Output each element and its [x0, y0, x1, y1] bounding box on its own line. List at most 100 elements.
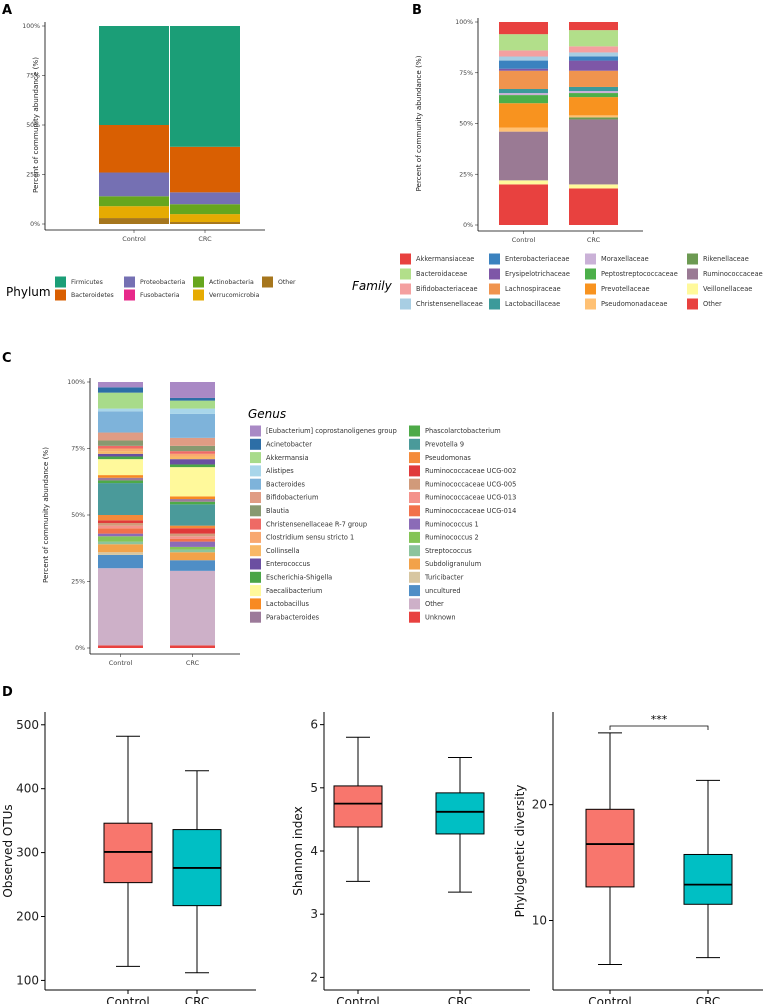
legend-label: Moraxellaceae: [601, 255, 649, 263]
legend-swatch-bifidobacterium: [250, 492, 261, 503]
legend-label: Lactobacillus: [266, 600, 309, 608]
bar-segment-proteobacteria: [170, 192, 240, 205]
legend-swatch-subdoligranulum: [409, 558, 420, 570]
legend-swatch-ruminococcaceae-ucg-002: [409, 465, 420, 477]
legend-label: Clostridium sensu stricto 1: [266, 534, 354, 542]
bar-segment-uncultured: [170, 560, 215, 571]
x-tick-label: CRC: [448, 995, 473, 1004]
legend-label: Subdoligranulum: [425, 560, 481, 568]
legend-label: Erysipelotrichaceae: [505, 270, 570, 278]
bar-segment-collinsella: [98, 451, 143, 454]
significance-bracket: [609, 725, 709, 730]
legend-label: Veillonellaceae: [703, 285, 752, 293]
family-stacked-bar-chart: 0% 25% 50% 75% 100% Percent of community abun…: [352, 18, 763, 310]
bar-segment-pseudomonas: [170, 525, 215, 529]
legend-label: Akkermansiaceae: [416, 255, 474, 263]
legend-label: Bifidobacterium: [266, 494, 318, 502]
bar-segment-parabacteroides: [170, 499, 215, 502]
y-tick-label: 200: [16, 910, 39, 924]
bar-segment-christensenellaceae: [499, 56, 548, 61]
legend-label: Enterobacteriaceae: [505, 255, 569, 263]
legend-label: Ruminococcus 2: [425, 534, 479, 542]
legend-swatch-enterococcus: [250, 558, 261, 570]
bar-segment-turicibacter: [98, 552, 143, 555]
bar-segment-collinsella: [170, 456, 215, 460]
legend-swatch-bacteroidetes: [55, 289, 66, 301]
legend-swatch-ruminococcaceae: [687, 268, 698, 280]
legend-swatch-firmicutes: [55, 276, 66, 288]
y-tick-label: 100: [16, 973, 39, 987]
y-tick-label: 3: [310, 907, 318, 921]
x-tick-label: CRC: [198, 235, 212, 243]
bar-segment-christensenellaceae-r-7-group: [98, 445, 143, 449]
bar-segment-parabacteroides: [98, 477, 143, 481]
iqr-box: [585, 808, 635, 888]
bar-segment-ruminococcus-2: [98, 536, 143, 542]
bar-segment-bacteroides: [170, 413, 215, 438]
bar-segment-other: [99, 218, 169, 224]
bar-segment-prevotella-9: [98, 483, 143, 515]
x-tick-label: Control: [336, 995, 379, 1004]
legend-label: Actinobacteria: [209, 279, 254, 286]
observed-otus-boxplot: 100 200 300 400 500 Observed OTUs Control CRC: [1, 712, 256, 1004]
bar-segment-prevotellaceae: [499, 103, 548, 128]
y-axis-title: Percent of community abundance (%): [41, 447, 50, 583]
y-tick-label: 400: [16, 782, 39, 796]
bar-segment-lachnospiraceae: [499, 70, 548, 89]
legend-label: Other: [703, 300, 722, 308]
bar-segment-veillonellaceae: [569, 184, 618, 189]
bar-segment-ruminococcaceae: [499, 131, 548, 181]
panel-label-c: C: [2, 351, 12, 366]
legend-label: Lactobacillaceae: [505, 300, 560, 308]
legend-swatch-uncultured: [409, 585, 420, 597]
bar-segment-bacteroidetes: [99, 125, 169, 173]
y-tick-label: 25%: [26, 172, 40, 179]
y-tick-label: 6: [310, 718, 318, 732]
legend-label: Bifidobacteriaceae: [416, 285, 478, 293]
legend-label: Parabacteroides: [266, 613, 320, 621]
bar-segment-acinetobacter: [170, 397, 215, 401]
y-axis-title: Observed OTUs: [1, 804, 15, 897]
y-tick-label: 10: [532, 914, 547, 928]
legend-swatch-other: [262, 276, 273, 288]
legend-label: Fusobacteria: [140, 292, 180, 299]
bar-segment-streptococcus: [98, 541, 143, 545]
y-tick-label: 0%: [463, 222, 473, 229]
legend-swatch-ruminococcus-1: [409, 518, 420, 530]
x-tick-label: CRC: [587, 236, 601, 244]
legend-swatch-christensenellaceae-r-7-group: [250, 518, 261, 530]
x-tick-label: Control: [512, 236, 536, 244]
bar-segment-ruminococcus-1: [170, 541, 215, 547]
y-tick-label: 100%: [67, 379, 85, 386]
x-tick-label: CRC: [186, 659, 200, 667]
bar-segment-firmicutes: [99, 26, 169, 125]
x-tick-label: CRC: [696, 995, 721, 1004]
panel-label-b: B: [412, 3, 422, 18]
legend-label: Peptostreptococcaceae: [601, 270, 678, 278]
bar-segment-enterococcus: [98, 453, 143, 457]
bar-segment-erysipelotrichaceae: [569, 60, 618, 71]
legend-label: Other: [278, 279, 296, 286]
bar-segment-veillonellaceae: [499, 180, 548, 185]
legend-swatch-ruminococcaceae-ucg-005: [409, 478, 420, 490]
legend-swatch-moraxellaceae: [585, 253, 596, 265]
legend-label: Firmicutes: [71, 279, 103, 286]
legend-swatch-turicibacter: [409, 571, 420, 583]
legend-label: Ruminococcaceae UCG-013: [425, 494, 516, 502]
legend-swatch-blautia: [250, 505, 261, 517]
bar-segment-other: [170, 570, 215, 646]
bar-segment-ruminococcaceae-ucg-002: [98, 520, 143, 523]
bar-segment-bacteroidetes: [170, 146, 240, 193]
legend-label: Christensenellaceae R-7 group: [266, 520, 367, 528]
x-tick-label: CRC: [185, 995, 210, 1004]
legend-swatch-escherichia-shigella: [250, 571, 261, 583]
legend-label: Escherichia-Shigella: [266, 574, 332, 582]
legend-label: Akkermansia: [266, 454, 309, 462]
y-tick-label: 50%: [71, 512, 85, 519]
bar-segment-christensenellaceae-r-7-group: [170, 451, 215, 454]
bar-segment-bacteroidaceae: [499, 34, 548, 51]
iqr-box: [435, 792, 485, 835]
legend-swatch-unknown: [409, 611, 420, 623]
legend-swatch-clostridium-sensu-stricto-1: [250, 531, 261, 543]
bar-segment-moraxellaceae: [499, 93, 548, 96]
